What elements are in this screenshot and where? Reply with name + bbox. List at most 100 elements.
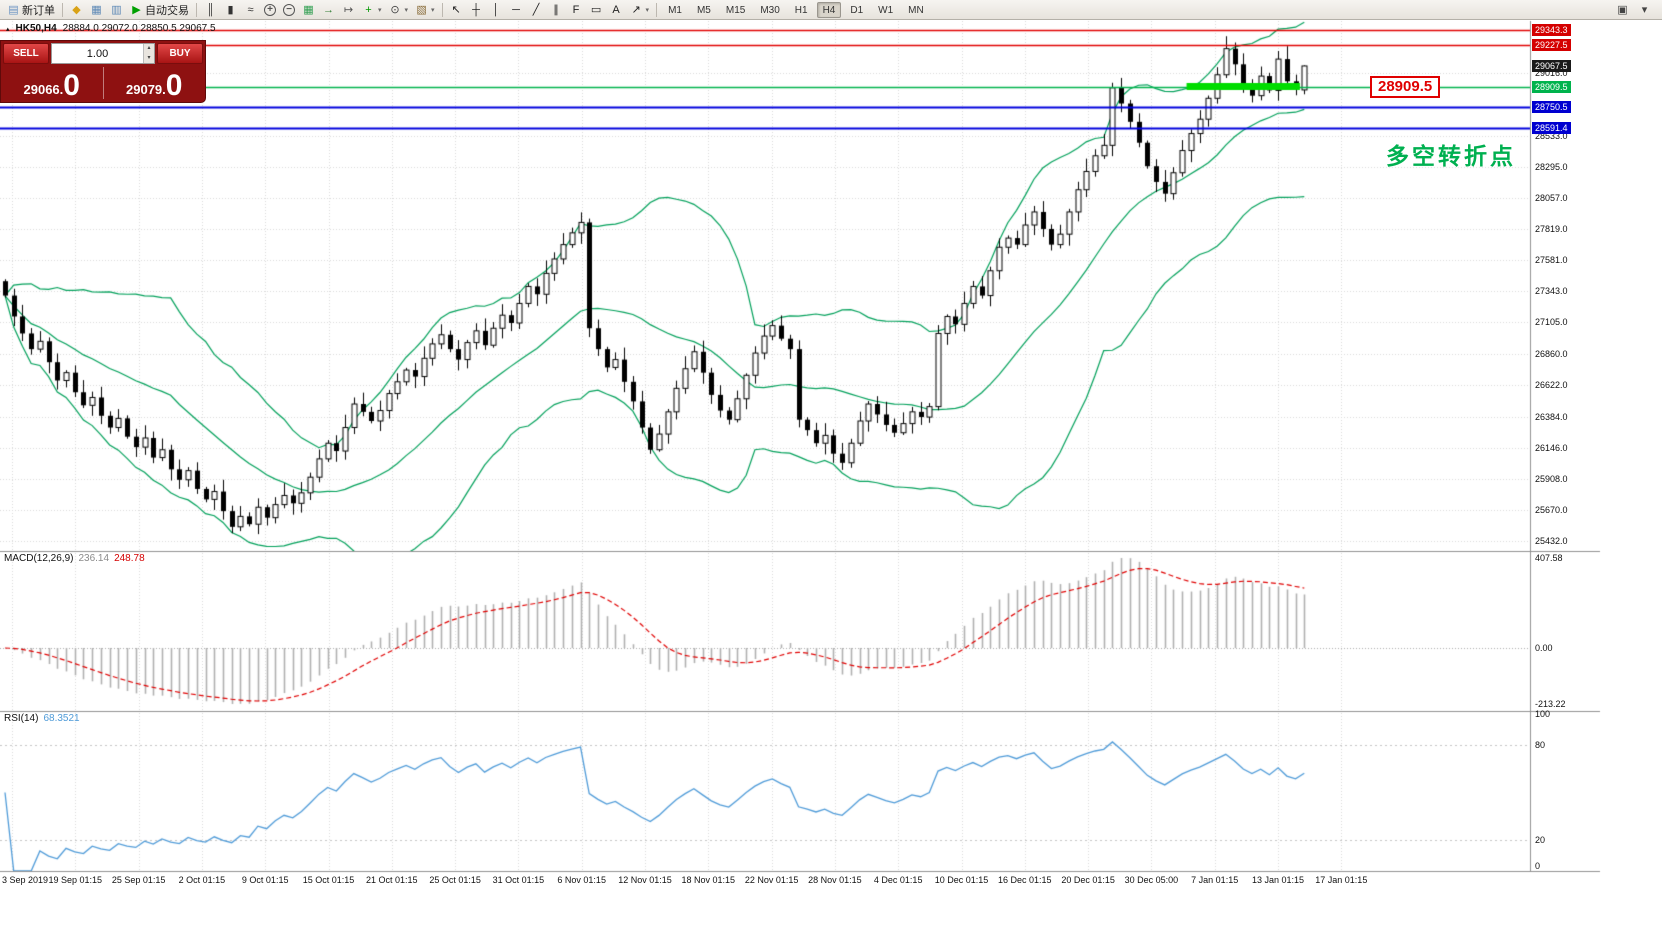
metaeditor-icon[interactable]: ◆ [67,1,86,19]
fibonacci-icon[interactable]: F [567,1,586,19]
sell-price[interactable]: 29066. 0 [1,64,103,102]
indicators-button[interactable]: + ▾ [359,1,385,19]
trendline-icon: ╱ [532,3,540,16]
buy-price[interactable]: 29079. 0 [104,64,206,102]
zoom-out-icon: − [283,3,295,16]
new-order-button[interactable]: ▤ 新订单 [4,1,58,19]
macd-signal-value: 248.78 [114,553,145,564]
line-chart-icon: ≈ [247,3,254,16]
chart-shift-icon[interactable]: ↦ [339,1,358,19]
dock-windows-icon[interactable]: ▣ [1613,1,1632,19]
rsi-name: RSI(14) [4,713,39,724]
macd-scale-label: 0.00 [1535,643,1553,653]
chart-info-line: ▴ HK50,H4 28884.0 29072.0 28850.5 29067.… [6,23,216,34]
date-label: 25 Oct 01:15 [429,875,481,885]
date-label: 19 Sep 01:15 [48,875,103,885]
terminal-window-icon[interactable]: ▥ [107,1,126,19]
macd-name: MACD(12,26,9) [4,553,74,564]
horizontal-line-icon[interactable]: ─ [507,1,526,19]
volume-field: ▴ ▾ [51,43,155,64]
time-axis[interactable]: 3 Sep 2019 19 Sep 01:15 25 Sep 01:15 2 Oct … [0,875,1530,889]
autotrading-button[interactable]: ▶ 自动交易 [127,1,192,19]
ohlc-values: 28884.0 29072.0 28850.5 29067.5 [62,23,216,34]
crosshair-icon: ┼ [472,3,480,16]
price-label: 25670.0 [1535,504,1568,515]
price-level-tag[interactable]: 28909.5 [1370,76,1441,98]
volume-input[interactable] [52,44,143,63]
market-watch-icon: ▦ [91,3,102,16]
price-label: 28533.0 [1535,130,1568,141]
macd-indicator-label: MACD(12,26,9) 236.14 248.78 [4,553,145,564]
tile-windows-icon[interactable]: ▦ [299,1,318,19]
sell-price-main: 29066. [23,82,64,97]
tile-windows-icon: ▦ [303,3,314,16]
shapes-icon[interactable]: ▭ [587,1,606,19]
periods-icon: ⊙ [390,3,400,16]
date-label: 25 Sep 01:15 [111,875,166,885]
toolbar: ▤ 新订单 ◆ ▦ ▥ ▶ 自动交易 ║ ▮ ≈ + − ▦ → ↦ + ▾ ⊙ ▾ ▧ ▾ ↖ ┼ │ ─ ╱ ∥ F ▭ A ↗ ▾ M1 M… [0,0,1662,20]
price-box: 29227.5 [1532,39,1571,52]
channel-icon: ∥ [553,3,559,16]
market-watch-icon[interactable]: ▦ [87,1,106,19]
timeframe-mn[interactable]: MN [908,4,924,16]
date-label: 7 Jan 01:15 [1191,875,1239,885]
dock-windows-icon: ▣ [1617,3,1628,16]
price-label: 25432.0 [1535,535,1568,546]
crosshair-icon[interactable]: ┼ [467,1,486,19]
timeframe-m1[interactable]: M1 [668,4,682,16]
price-box: 28909.5 [1532,80,1571,93]
timeframe-w1[interactable]: W1 [878,4,894,16]
timeframe-d1[interactable]: D1 [850,4,864,16]
line-chart-icon[interactable]: ≈ [241,1,260,19]
dropdown-icon: ▾ [378,6,382,14]
auto-scroll-icon[interactable]: → [319,1,338,19]
templates-button[interactable]: ▧ ▾ [412,1,438,19]
trendline-icon[interactable]: ╱ [527,1,546,19]
sell-button[interactable]: SELL [3,43,49,64]
buy-button[interactable]: BUY [157,43,203,64]
terminal-window-icon: ▥ [111,3,122,16]
order-buttons-row: SELL ▴ ▾ BUY [1,41,205,64]
zoom-out-icon[interactable]: − [280,1,298,19]
timeframe-m15[interactable]: M15 [725,4,746,16]
price-label: 27581.0 [1535,255,1568,266]
text-icon[interactable]: A [607,1,626,19]
candlestick-chart-icon[interactable]: ▮ [221,1,240,19]
date-label: 20 Dec 01:15 [1061,875,1115,885]
dropdown-icon: ▾ [431,6,435,14]
channel-icon[interactable]: ∥ [547,1,566,19]
price-axis[interactable]: 29016.0 28533.0 28295.0 28057.0 27819.0 27581… [1531,0,1601,945]
dropdown-icon: ▾ [404,6,409,14]
annotation-note-text[interactable]: 多空转折点 [1386,143,1516,169]
toolbar-more-icon: ▾ [1641,3,1648,16]
cursor-icon: ↖ [451,3,461,16]
volume-spinner: ▴ ▾ [143,44,154,63]
date-label: 30 Dec 05:00 [1124,875,1179,885]
timeframe-m30[interactable]: M30 [760,4,780,16]
arrows-icon: ↗ [631,3,641,16]
new-order-icon: ▤ [8,3,19,16]
date-label: 12 Nov 01:15 [618,875,672,885]
autotrading-button-label: 自动交易 [145,4,189,17]
arrows-icon[interactable]: ↗ ▾ [627,1,653,19]
buy-price-main: 29079. [126,82,166,97]
chart-marker-icon: ▴ [6,25,10,33]
zoom-in-icon[interactable]: + [261,1,279,19]
bar-chart-icon[interactable]: ║ [201,1,220,19]
timeframe-m5[interactable]: M5 [696,4,711,16]
toolbar-separator [62,2,63,17]
volume-decrement-button[interactable]: ▾ [143,53,154,63]
cursor-icon[interactable]: ↖ [447,1,466,19]
timeframe-h4[interactable]: H4 [816,1,842,18]
vertical-line-icon[interactable]: │ [487,1,506,19]
timeframe-h1[interactable]: H1 [794,4,808,16]
rsi-scale-label: 0 [1535,861,1541,871]
templates-icon: ▧ [416,3,427,16]
toolbar-more-icon[interactable]: ▾ [1635,1,1654,19]
buy-price-big-digit: 0 [165,69,183,102]
periods-button[interactable]: ⊙ ▾ [386,1,412,19]
volume-increment-button[interactable]: ▴ [143,44,154,54]
symbol-timeframe: HK50,H4 [15,23,57,34]
date-label: 18 Nov 01:15 [681,875,736,885]
